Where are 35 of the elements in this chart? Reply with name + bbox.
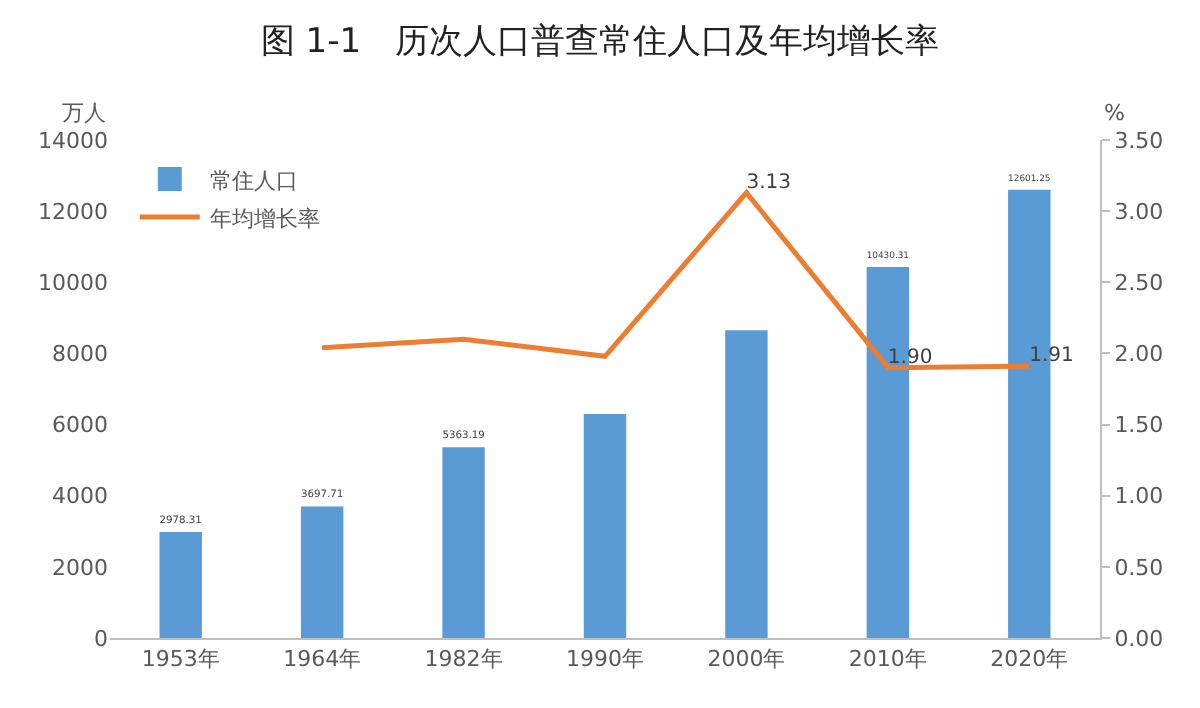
bar [159,532,202,638]
y2-tick-label: 3.00 [1114,198,1164,225]
y2-tick-label: 0.00 [1114,625,1164,652]
x-tick-label: 1990年 [566,646,644,673]
y-tick-label: 6000 [52,412,108,439]
y2-tick-label: 3.50 [1114,127,1164,154]
y-tick-label: 2000 [52,554,108,581]
bar [442,447,485,638]
x-tick-label: 2020年 [990,646,1069,673]
x-tick-label: 2000年 [707,646,786,673]
y2-tick-label: 1.50 [1114,412,1164,439]
x-tick-label: 1953年 [141,646,220,673]
line-series [319,190,1032,371]
y2-tick-label: 2.00 [1114,341,1164,368]
y-axis-title: 万人 [62,100,106,126]
y-tick-label: 10000 [38,269,108,296]
bar [300,506,344,638]
x-tick-label: 2010年 [848,646,927,673]
y-tick-label: 4000 [52,483,108,510]
y-tick-label: 0 [94,625,108,652]
y2-tick-label: 1.00 [1114,483,1164,510]
y-tick-label: 8000 [52,341,108,368]
x-tick-label: 1964年 [283,646,362,673]
y-tick-label: 14000 [38,127,108,154]
x-tick-label: 1982年 [424,646,503,673]
y2-tick-label: 0.50 [1114,554,1164,581]
bar [725,330,768,638]
data-label: 3.13 [746,171,791,194]
y2-tick-label: 2.50 [1114,269,1164,296]
bar [583,413,627,638]
chart-title: 图 1-1 历次人口普查常住人口及年均增长率 [260,22,940,63]
legend-label: 年均增长率 [209,205,320,232]
y2-axis-title: % [1104,100,1125,126]
y-tick-label: 12000 [38,198,108,225]
legend-label: 常住人口 [209,167,298,194]
